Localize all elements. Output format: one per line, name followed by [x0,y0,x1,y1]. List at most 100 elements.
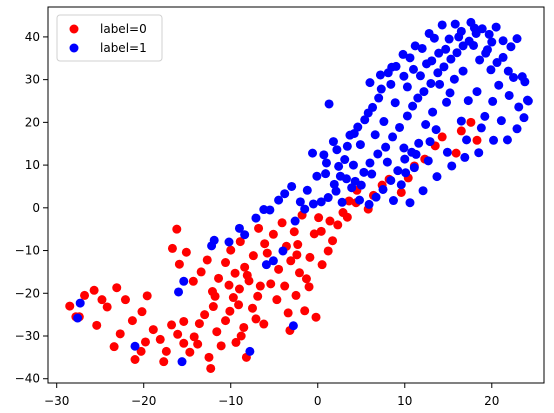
series-1-point-19 [261,260,271,270]
series-1-point-81 [324,99,334,109]
series-0-point-3 [89,285,99,295]
series-1-point-148 [519,113,529,123]
series-0-point-68 [300,306,310,316]
series-0-point-16 [173,329,183,339]
series-1-point-137 [348,160,358,170]
series-1-point-74 [386,175,396,185]
series-0-point-36 [174,259,184,269]
x-tick-label-4: 10 [397,394,412,408]
legend-label-0: label=0 [100,22,147,36]
series-0-point-2 [80,290,90,300]
series-0-point-90 [466,117,476,127]
series-1-point-146 [502,135,512,145]
series-1-point-31 [359,167,369,177]
series-0-point-107 [316,226,326,236]
series-0-point-82 [396,187,406,197]
series-1-point-54 [512,34,522,44]
series-1-point-80 [319,150,329,160]
series-0-point-56 [274,264,284,274]
series-0-point-94 [140,337,150,347]
legend: label=0 label=1 [56,14,163,62]
series-1-point-61 [480,111,490,121]
y-tick-label-6: 20 [25,115,40,129]
series-1-point-161 [363,108,373,118]
series-1-point-121 [441,44,451,54]
series-1-point-129 [462,135,472,145]
series-0-point-59 [286,256,296,266]
series-0-point-101 [253,291,263,301]
series-0-point-69 [291,290,301,300]
series-1-point-166 [312,171,322,181]
series-1-point-26 [323,193,333,203]
series-1-point-7 [207,241,217,251]
series-1-point-44 [446,54,456,64]
series-1-point-34 [381,142,391,152]
series-1-point-133 [399,143,409,153]
x-tick-label-0: −30 [44,394,69,408]
series-0-point-97 [210,291,220,301]
series-1-point-112 [329,179,339,189]
series-1-point-127 [488,96,498,106]
series-0-point-21 [200,310,210,320]
series-0-point-115 [206,363,216,373]
series-0-point-34 [251,314,261,324]
x-tick-label-5: 20 [484,394,499,408]
y-tick-label-0: −40 [15,372,40,386]
series-1-point-138 [335,171,345,181]
series-1-point-100 [486,65,496,75]
series-0-point-48 [235,237,245,247]
series-0-point-22 [204,352,214,362]
series-1-point-9 [234,223,244,233]
series-0-point-73 [328,236,338,246]
series-1-point-143 [447,161,457,171]
series-1-point-145 [474,148,484,158]
series-1-point-38 [408,101,418,111]
series-0-point-28 [228,293,238,303]
series-1-point-104 [431,125,441,135]
series-0-point-42 [202,255,212,265]
series-1-point-131 [423,156,433,166]
series-1-point-39 [413,93,423,103]
series-0-point-31 [239,322,249,332]
series-1-point-173 [410,41,420,51]
series-0-point-47 [230,268,240,278]
series-1 [73,17,533,367]
series-1-point-35 [388,132,398,142]
series-1-point-15 [280,189,290,199]
series-0-point-63 [301,274,311,284]
series-0-point-117 [259,319,269,329]
series-1-point-124 [481,48,491,58]
legend-marker-1 [69,43,79,53]
series-0-point-66 [314,213,324,223]
series-1-point-53 [506,42,516,52]
y-tick-label-7: 30 [25,73,40,87]
series-0-point-33 [247,303,257,313]
series-0-point-100 [242,270,252,280]
series-1-point-46 [458,41,468,51]
series-1-point-94 [450,19,460,29]
series-1-point-147 [512,124,522,134]
series-1-point-111 [321,169,331,179]
series-1-point-52 [498,36,508,46]
series-0-point-102 [266,279,276,289]
y-tick-label-4: 0 [32,201,40,215]
series-0-point-51 [248,251,258,261]
series-1-point-113 [340,155,350,165]
series-1-point-139 [328,137,338,147]
series-0-point-20 [194,319,204,329]
series-1-point-25 [316,197,326,207]
series-1-point-132 [409,163,419,173]
series-1-point-14 [274,195,284,205]
series-1-point-68 [428,107,438,117]
series-0-point-6 [97,295,107,305]
series-1-point-110 [308,148,318,158]
series-1-point-72 [400,154,410,164]
series-1-point-33 [373,149,383,159]
series-1-point-10 [240,230,250,240]
series-0-point-29 [231,337,241,347]
series-1-point-11 [251,213,261,223]
series-1-point-115 [370,130,380,140]
series-1-point-153 [456,26,466,36]
